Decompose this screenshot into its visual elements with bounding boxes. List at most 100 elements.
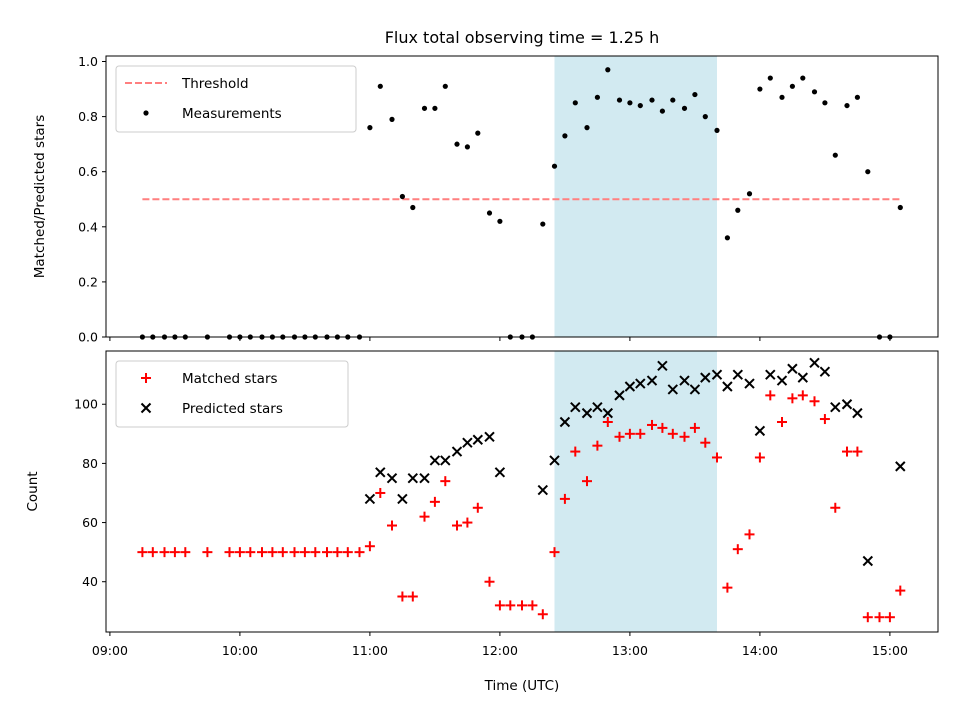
data-point (627, 100, 633, 106)
data-point (322, 547, 332, 558)
data-point (842, 446, 852, 457)
data-point (735, 207, 741, 213)
data-point (484, 431, 495, 442)
data-point (852, 446, 863, 457)
data-point (440, 455, 451, 466)
legend: Threshold Measurements (115, 65, 357, 133)
data-point (657, 422, 668, 433)
data-point (584, 125, 590, 131)
y-axis-label: Matched/Predicted stars (32, 115, 48, 278)
data-point (475, 130, 481, 136)
data-point (159, 547, 170, 558)
data-point-b (679, 375, 690, 386)
data-point-b (472, 434, 484, 445)
data-point (462, 517, 473, 528)
data-point (614, 390, 625, 401)
data-point (724, 235, 731, 241)
data-point (180, 547, 191, 558)
axes-frame (105, 55, 939, 338)
data-point-b (624, 381, 636, 392)
y-tick-label: 100 (74, 397, 98, 412)
legend: Matched stars Predicted stars (115, 360, 349, 428)
data-point (700, 437, 711, 448)
data-point (387, 520, 397, 531)
data-point (551, 163, 558, 169)
data-point-b (744, 378, 755, 389)
data-point (389, 116, 395, 122)
data-point (744, 529, 755, 540)
data-point-b (797, 372, 809, 383)
data-point-b (462, 437, 473, 448)
data-point (472, 502, 483, 513)
highlight-span (554, 351, 717, 632)
data-point-b (592, 401, 603, 413)
x-tick-label: 15:00 (872, 643, 908, 658)
data-point (670, 97, 676, 103)
y-tick-label: 0.0 (78, 330, 98, 345)
data-point (442, 83, 448, 89)
data-point (354, 547, 365, 558)
data-point (397, 493, 408, 505)
data-point-b (689, 384, 701, 395)
data-point (797, 390, 808, 401)
data-point-b (830, 401, 841, 413)
data-point (562, 133, 568, 139)
data-point (202, 547, 213, 558)
y-tick-label: 0.8 (78, 109, 98, 124)
data-point (712, 452, 722, 463)
data-point (854, 94, 861, 100)
y-tick-label: 0.2 (78, 274, 98, 289)
data-point (592, 440, 603, 451)
legend-swatch-b (140, 402, 152, 414)
data-point (602, 416, 613, 427)
data-point (527, 600, 538, 611)
data-point (419, 511, 430, 522)
axes-frame (105, 350, 939, 633)
data-point (689, 422, 700, 433)
data-point (572, 100, 578, 106)
data-point (342, 547, 353, 558)
data-point (267, 547, 278, 558)
data-point-b (484, 431, 495, 442)
series-predicted-stars (364, 357, 906, 567)
data-point-b (635, 378, 646, 389)
data-point (399, 193, 405, 200)
data-point (635, 428, 646, 439)
data-point-b (765, 369, 776, 380)
data-point (757, 86, 763, 92)
bottom-panel-star-counts: 40 60 80 100 09:00 10:00 11:00 12:00 13:00 14:00 1… (25, 350, 939, 658)
data-point-b (862, 555, 874, 567)
data-point (844, 102, 850, 109)
data-point (147, 547, 158, 558)
data-point (832, 152, 838, 158)
data-point (779, 94, 785, 100)
data-point (830, 502, 841, 513)
data-point (421, 105, 428, 111)
data-point-b (895, 461, 906, 472)
data-point (386, 472, 398, 484)
data-point (454, 141, 460, 147)
data-point (884, 612, 895, 623)
data-point (245, 547, 256, 558)
legend-label: Matched stars (182, 371, 278, 387)
data-point (364, 541, 375, 552)
data-point (570, 401, 581, 413)
data-point (841, 399, 853, 410)
data-point-b (809, 357, 820, 369)
data-point (494, 467, 506, 478)
y-axis-label: Count (25, 471, 41, 511)
data-point-b (754, 425, 766, 437)
data-point (681, 105, 688, 111)
data-point-b (841, 399, 853, 410)
data-point-b (602, 407, 614, 419)
data-point (744, 378, 755, 389)
data-point-b (852, 407, 863, 419)
data-point (635, 378, 646, 389)
data-point (472, 434, 484, 445)
data-point (582, 476, 592, 487)
data-point-b (700, 372, 711, 383)
data-point (679, 375, 690, 386)
data-point (407, 591, 418, 602)
data-point (637, 102, 643, 109)
data-point (419, 472, 430, 484)
